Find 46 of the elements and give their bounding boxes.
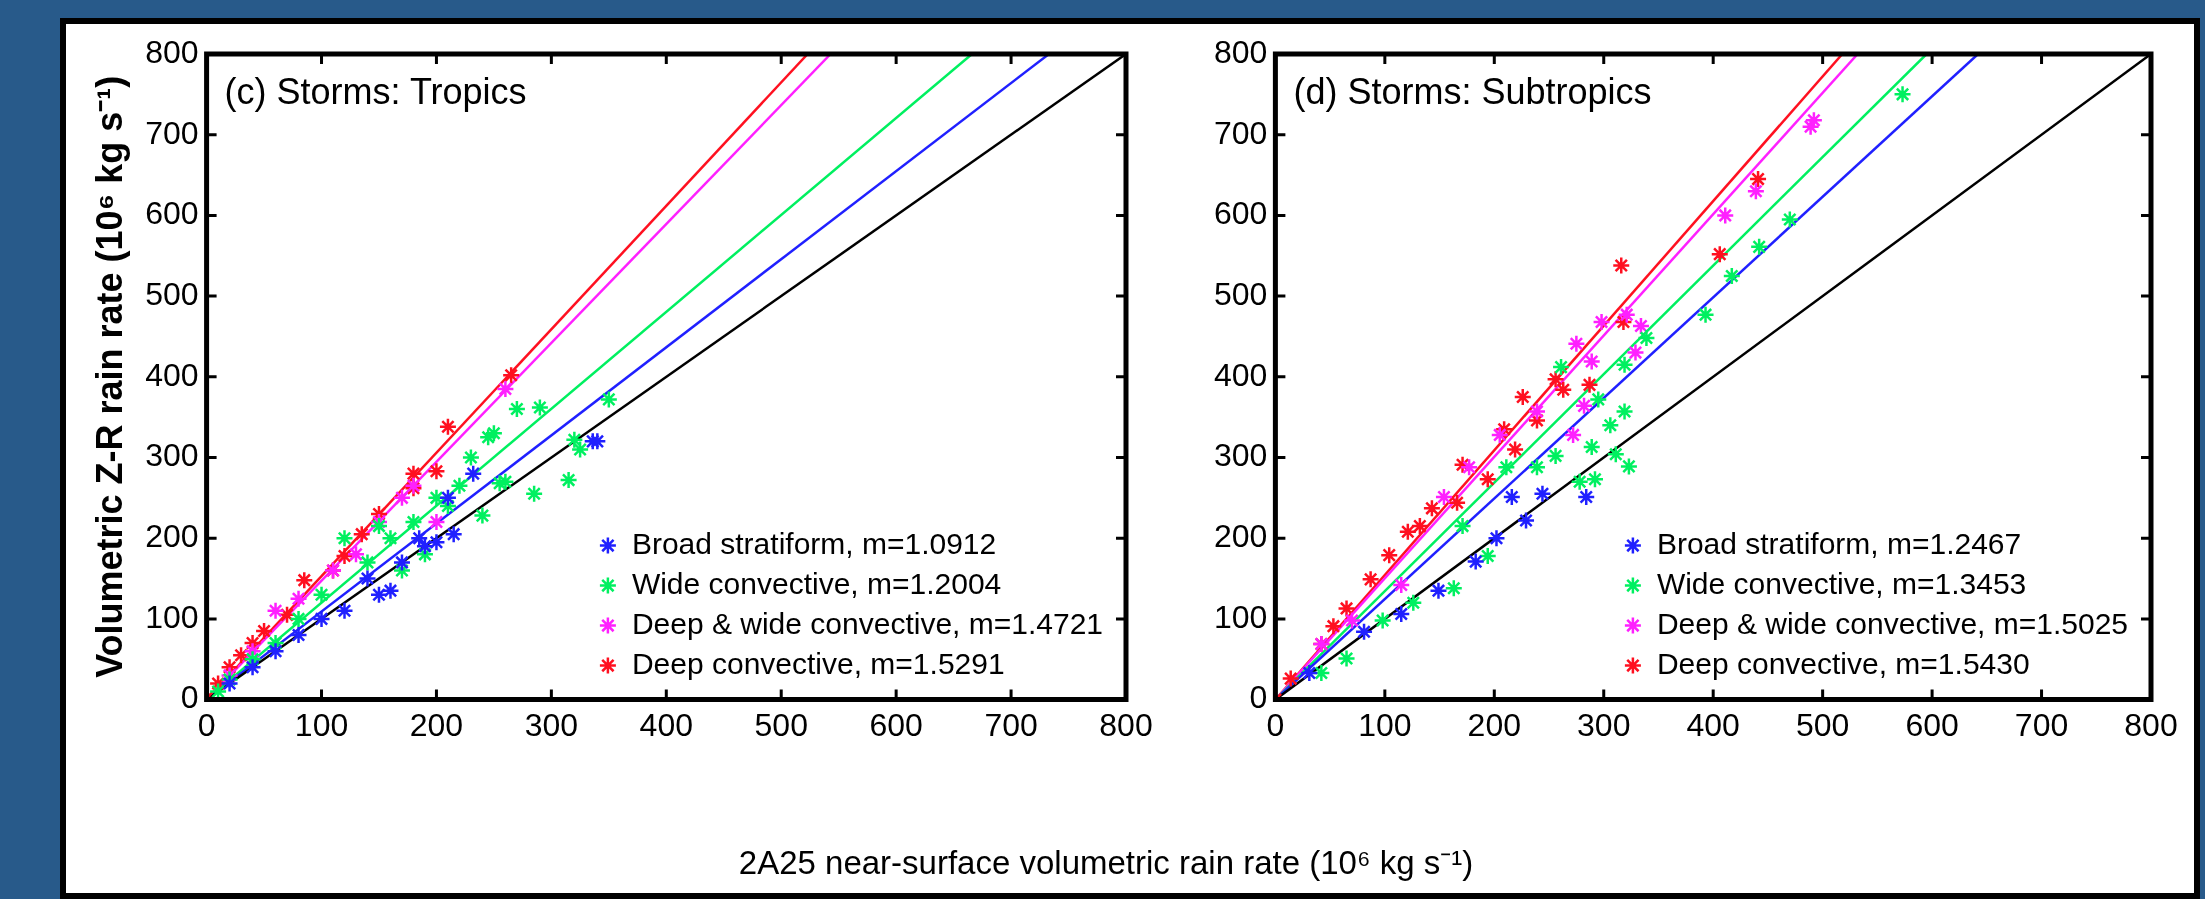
x-tick-label: 300 [524, 706, 579, 743]
x-tick-label: 300 [1577, 706, 1631, 743]
x-tick-label: 100 [1358, 706, 1412, 743]
x-tick-label: 400 [639, 706, 693, 743]
x-axis-title: 2A25 near-surface volumetric rain rate (10⁶ kg s⁻¹) [737, 843, 1475, 883]
legend-label: Deep & wide convective, m=1.4721 [631, 606, 1103, 640]
y-tick-label: 200 [1214, 518, 1268, 555]
y-tick-label: 700 [145, 114, 199, 151]
legend-label: Wide convective, m=1.2004 [631, 566, 1002, 600]
y-tick-label: 800 [145, 33, 199, 70]
y-tick-label: 0 [1249, 679, 1268, 716]
x-tick-label: 500 [754, 706, 808, 743]
y-tick-label: 300 [1214, 437, 1268, 474]
y-tick-label: 500 [145, 275, 199, 312]
x-tick-label: 600 [869, 706, 923, 743]
y-tick-label: 600 [1214, 195, 1268, 232]
x-tick-label: 200 [1467, 706, 1521, 743]
legend-label: Broad stratiform, m=1.2467 [1656, 526, 2022, 560]
y-tick-label: 700 [1214, 114, 1268, 151]
text: (c) Storms: Tropics [224, 70, 527, 112]
x-tick-label: 400 [1686, 706, 1740, 743]
x-tick-label: 500 [1795, 706, 1850, 743]
y-tick-label: 400 [145, 356, 199, 393]
y-tick-label: 400 [1214, 356, 1268, 393]
y-tick-label: 600 [145, 195, 199, 232]
x-tick-label: 600 [1905, 706, 1959, 743]
y-tick-label: 100 [145, 598, 199, 635]
x-tick-label: 800 [1099, 706, 1153, 743]
legend-label: Deep convective, m=1.5291 [631, 646, 1005, 680]
x-tick-label: 100 [294, 706, 349, 743]
x-tick-label: 700 [2014, 706, 2069, 743]
legend-label: Deep convective, m=1.5430 [1656, 646, 2030, 680]
y-axis-title: Volumetric Z-R rain rate (10⁶ kg s⁻¹) [88, 75, 130, 678]
legend-label: Broad stratiform, m=1.0912 [631, 526, 997, 560]
x-tick-label: 700 [984, 706, 1038, 743]
legend-label: Deep & wide convective, m=1.5025 [1656, 606, 2128, 640]
x-tick-label: 200 [409, 706, 464, 743]
y-tick-label: 300 [145, 437, 199, 474]
y-tick-label: 200 [145, 518, 199, 555]
y-tick-label: 800 [1214, 33, 1268, 70]
y-tick-label: 0 [180, 679, 199, 716]
text: (d) Storms: Subtropics [1293, 70, 1652, 112]
x-tick-label: 800 [2124, 706, 2178, 743]
legend-label: Wide convective, m=1.3453 [1656, 566, 2027, 600]
y-tick-label: 500 [1214, 275, 1268, 312]
y-tick-label: 100 [1214, 598, 1268, 635]
